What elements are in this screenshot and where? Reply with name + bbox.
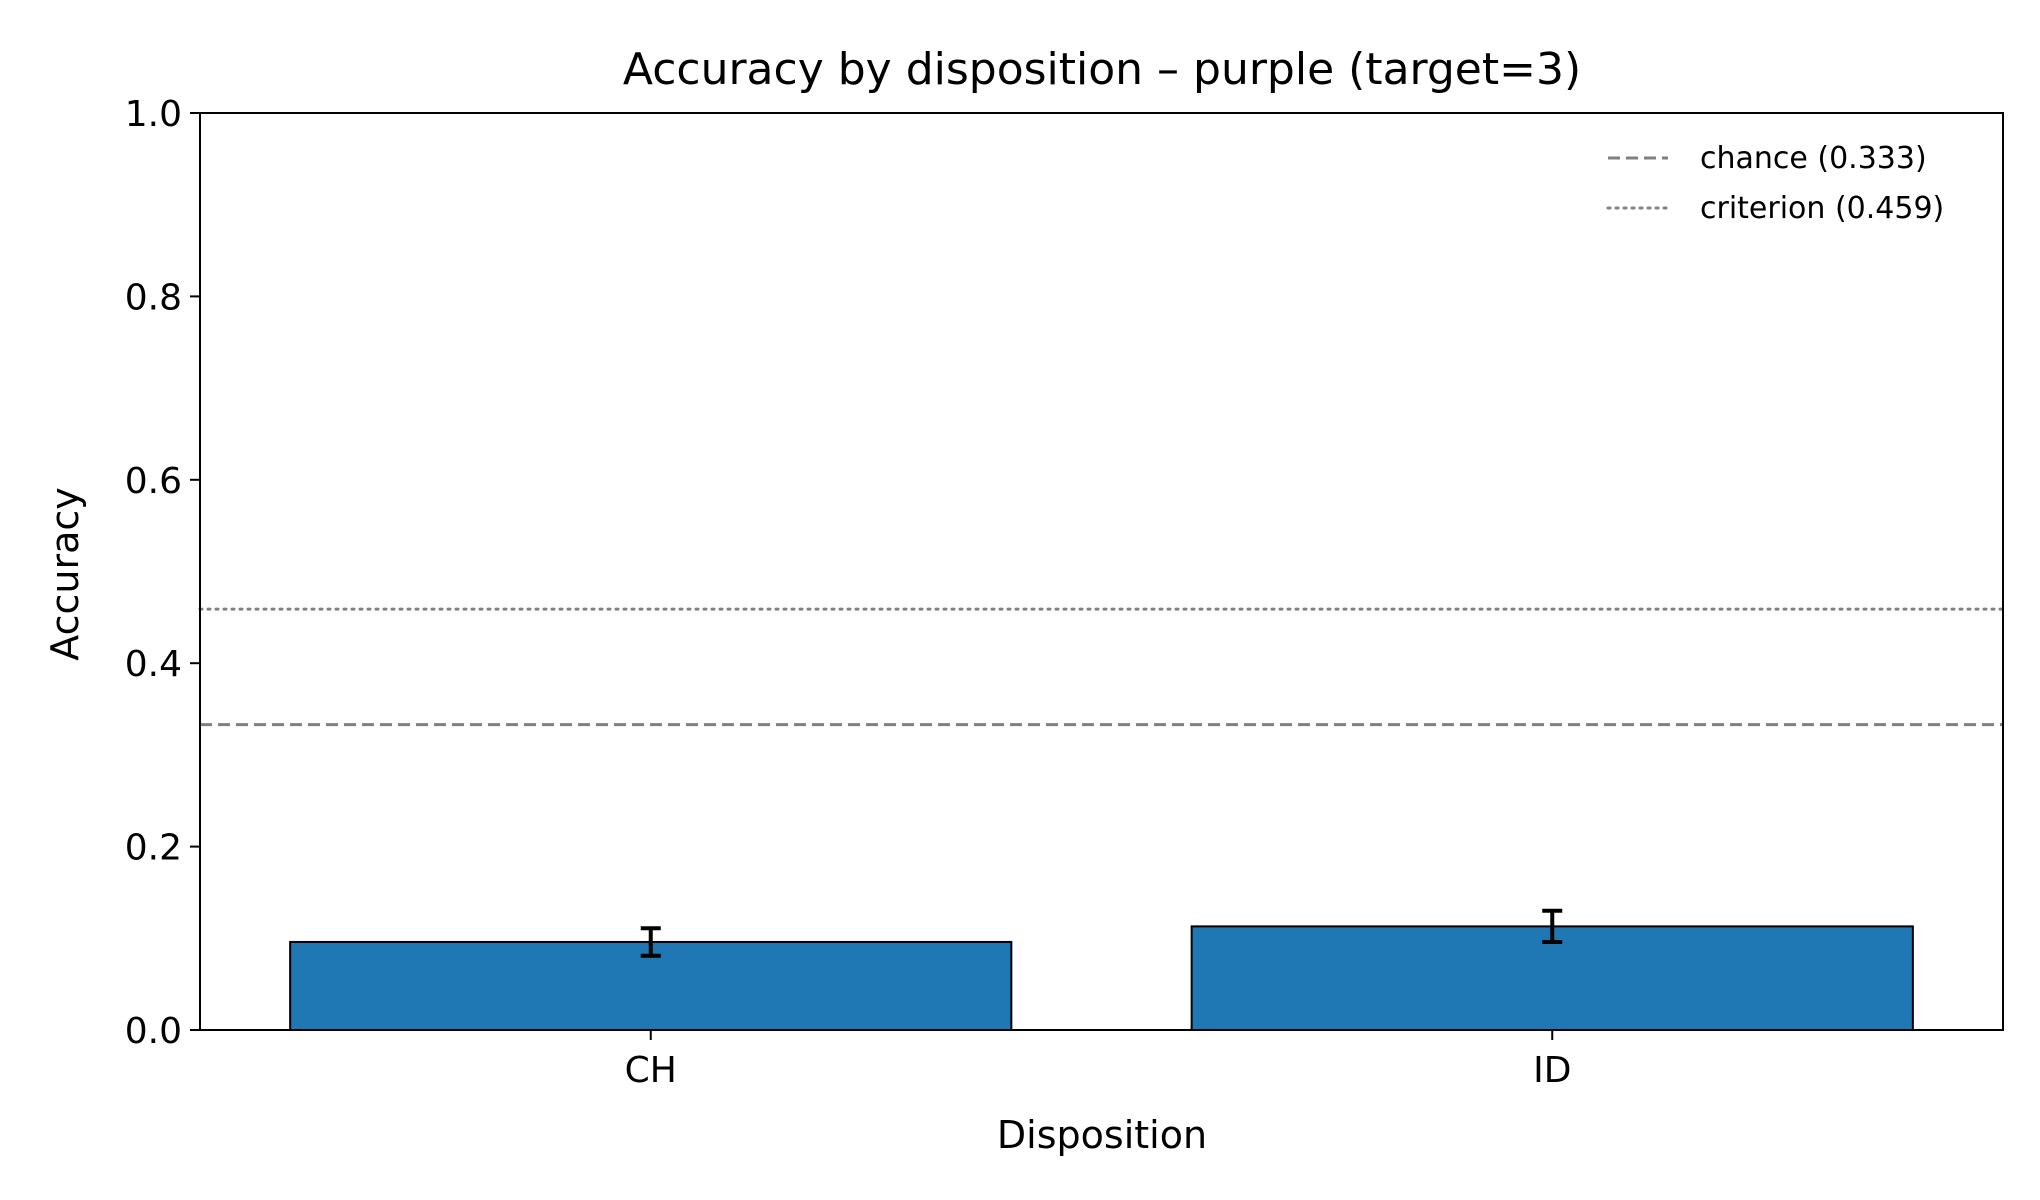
y-tick-label-5: 1.0 <box>125 94 182 135</box>
legend-label-1: criterion (0.459) <box>1700 191 1944 226</box>
error-bar-CH <box>640 926 661 958</box>
x-tick-label-ID: ID <box>1533 1050 1571 1091</box>
x-tick-label-CH: CH <box>625 1050 677 1091</box>
y-tick-label-1: 0.2 <box>125 828 182 869</box>
legend: chance (0.333) criterion (0.459) <box>1606 141 1944 226</box>
chart-title: Accuracy by disposition – purple (target… <box>623 44 1581 95</box>
y-tick-label-3: 0.6 <box>125 461 182 502</box>
y-tick-label-2: 0.4 <box>125 644 182 685</box>
axes-frame <box>199 112 2004 1031</box>
x-axis-label: Disposition <box>997 1113 1207 1157</box>
legend-label-0: chance (0.333) <box>1700 141 1927 176</box>
y-tick-label-4: 0.8 <box>125 277 182 318</box>
plot-area: 0.0 0.2 0.4 0.6 0.8 1.0 CH ID <box>125 94 2005 1091</box>
y-axis-label: Accuracy <box>43 487 87 661</box>
y-tick-label-0: 0.0 <box>125 1011 182 1052</box>
error-bar-ID <box>1542 908 1563 944</box>
